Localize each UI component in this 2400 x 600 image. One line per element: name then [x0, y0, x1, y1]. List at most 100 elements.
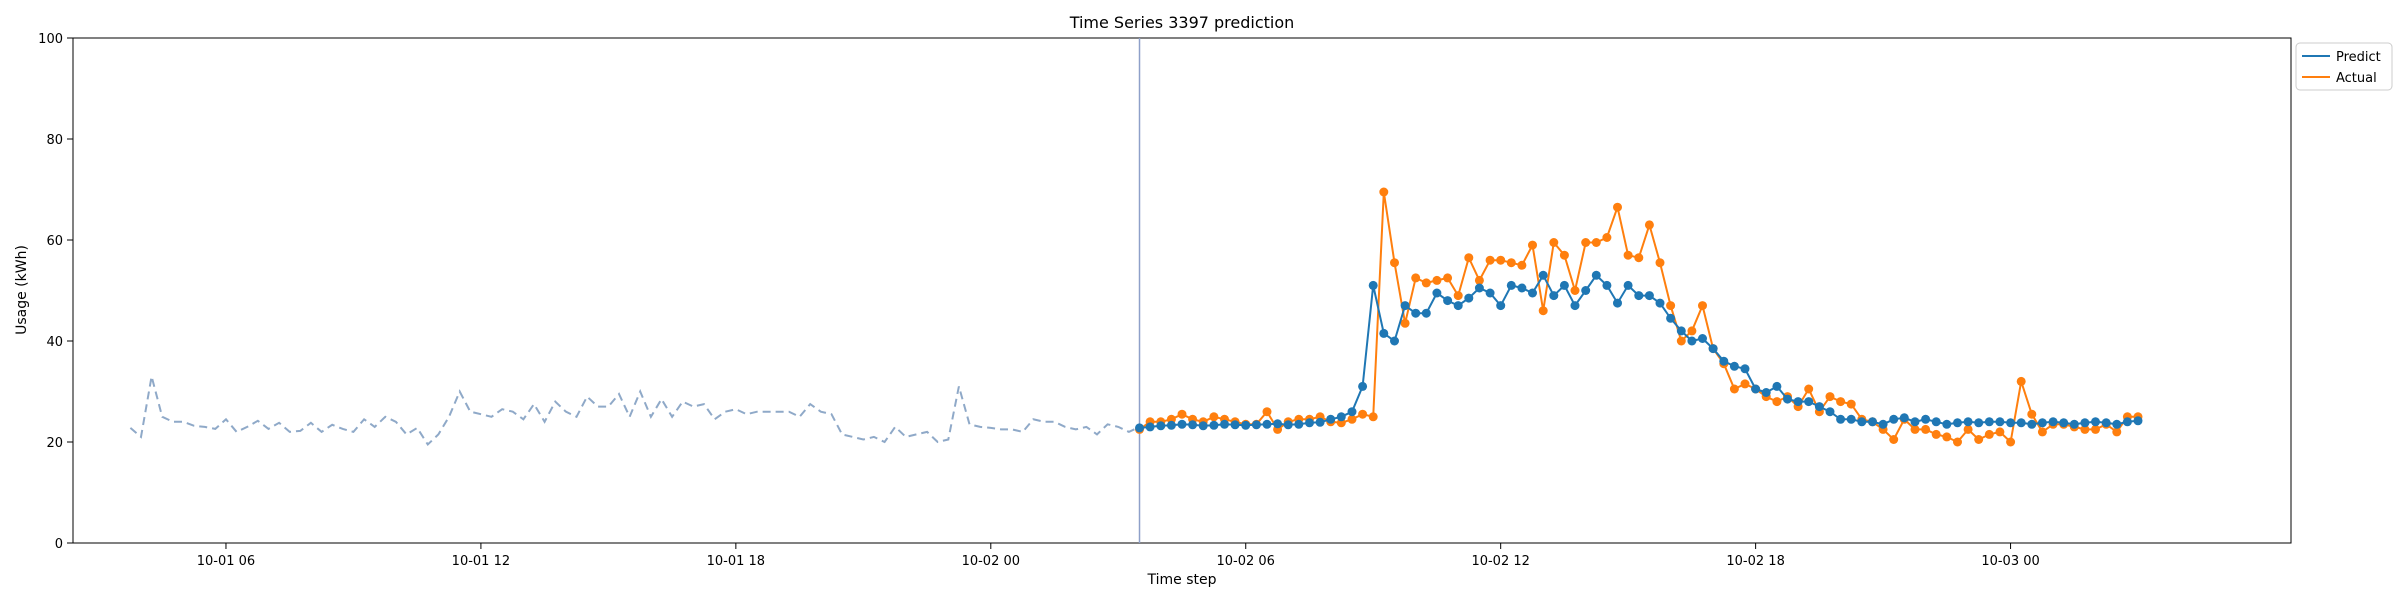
actual-point — [2080, 424, 2090, 434]
predict-point — [2069, 419, 2079, 429]
actual-point — [1177, 409, 1187, 419]
predict-point — [2048, 417, 2058, 427]
y-tick-label: 100 — [38, 32, 63, 47]
actual-point — [1443, 273, 1453, 283]
predict-point — [1506, 280, 1516, 290]
predict-point — [1379, 328, 1389, 338]
predict-point — [1358, 381, 1368, 391]
predict-point — [1294, 419, 1304, 429]
actual-point — [1804, 384, 1814, 394]
x-axis-label: Time step — [1147, 572, 1217, 588]
predict-point — [1889, 414, 1899, 424]
y-axis: 0 20 40 60 80 100 — [38, 32, 73, 552]
predict-series — [1135, 270, 2143, 433]
actual-point — [1931, 429, 1941, 439]
actual-point — [1825, 392, 1835, 402]
predict-point — [1836, 414, 1846, 424]
predict-point — [2101, 418, 2111, 428]
y-tick-label: 80 — [46, 133, 63, 148]
predict-point — [2133, 416, 2143, 426]
predict-point — [2016, 418, 2026, 428]
predict-point — [1793, 397, 1803, 407]
actual-point — [1390, 258, 1399, 268]
actual-point — [1740, 379, 1750, 389]
chart-title: Time Series 3397 prediction — [1069, 13, 1295, 32]
x-tick-label: 10-01 18 — [707, 554, 765, 569]
actual-point — [1836, 397, 1846, 407]
actual-point — [1379, 187, 1389, 197]
actual-point — [1613, 202, 1622, 212]
actual-point — [1953, 437, 1962, 447]
actual-point — [1602, 233, 1612, 242]
predict-point — [1145, 422, 1155, 432]
actual-point — [2112, 427, 2122, 437]
predict-point — [1390, 336, 1399, 346]
predict-point — [1921, 414, 1931, 424]
x-tick-label: 10-01 12 — [452, 554, 510, 569]
predict-point — [1474, 283, 1484, 293]
predict-point — [1995, 417, 2005, 427]
predict-point — [1634, 291, 1644, 301]
predict-point — [1963, 417, 1973, 427]
predict-point — [1283, 420, 1293, 430]
predict-point — [1453, 301, 1463, 311]
actual-point — [1528, 240, 1537, 250]
actual-point — [1889, 435, 1899, 444]
predict-point — [1368, 280, 1378, 290]
x-axis: 10-01 06 10-01 12 10-01 18 10-02 00 10-02 06… — [197, 543, 2040, 569]
predict-point — [1230, 420, 1240, 430]
actual-point — [1655, 258, 1665, 268]
predict-point — [1623, 280, 1633, 290]
y-tick-label: 0 — [55, 537, 63, 552]
predict-point — [1644, 291, 1654, 301]
predict-point — [1974, 418, 1984, 428]
predict-point — [1857, 417, 1867, 427]
actual-point — [1846, 399, 1856, 409]
predict-point — [1315, 417, 1325, 427]
y-tick-label: 40 — [46, 335, 63, 350]
predict-point — [2059, 418, 2069, 428]
actual-point — [1506, 258, 1516, 268]
predict-point — [1687, 336, 1697, 346]
predict-point — [1814, 402, 1824, 412]
predict-point — [1485, 288, 1495, 298]
predict-point — [2122, 417, 2132, 427]
actual-point — [1347, 414, 1357, 424]
actual-point — [1729, 384, 1739, 394]
predict-point — [1188, 420, 1198, 430]
actual-point — [1559, 250, 1569, 260]
predict-point — [1432, 288, 1442, 298]
predict-point — [1825, 407, 1835, 417]
actual-point — [1517, 260, 1527, 270]
predict-point — [1400, 301, 1410, 311]
legend-label-predict: Predict — [2336, 50, 2381, 65]
actual-point — [1209, 412, 1219, 422]
actual-point — [2027, 409, 2037, 419]
predict-point — [1273, 419, 1283, 429]
predict-point — [1209, 420, 1219, 430]
predict-point — [1719, 356, 1729, 366]
predict-point — [1464, 293, 1474, 303]
plot-frame — [72, 37, 2292, 544]
predict-point — [1528, 288, 1537, 298]
actual-point — [1921, 424, 1931, 434]
predict-point — [1772, 381, 1782, 391]
predict-point — [1666, 313, 1676, 323]
predict-point — [1559, 280, 1569, 290]
x-tick-label: 10-02 18 — [1726, 554, 1784, 569]
predict-point — [2091, 417, 2100, 427]
predict-point — [1156, 421, 1166, 431]
predict-point — [2037, 418, 2047, 428]
actual-point — [1634, 253, 1644, 263]
predict-point — [1783, 394, 1792, 404]
history-line — [129, 376, 1140, 447]
predict-point — [1984, 417, 1994, 427]
actual-point — [1687, 326, 1697, 336]
actual-point — [1698, 301, 1707, 311]
actual-point — [1485, 255, 1495, 265]
predict-point — [1591, 270, 1601, 280]
actual-point — [1474, 275, 1484, 285]
predict-point — [1740, 364, 1750, 374]
predict-point — [1761, 388, 1771, 397]
